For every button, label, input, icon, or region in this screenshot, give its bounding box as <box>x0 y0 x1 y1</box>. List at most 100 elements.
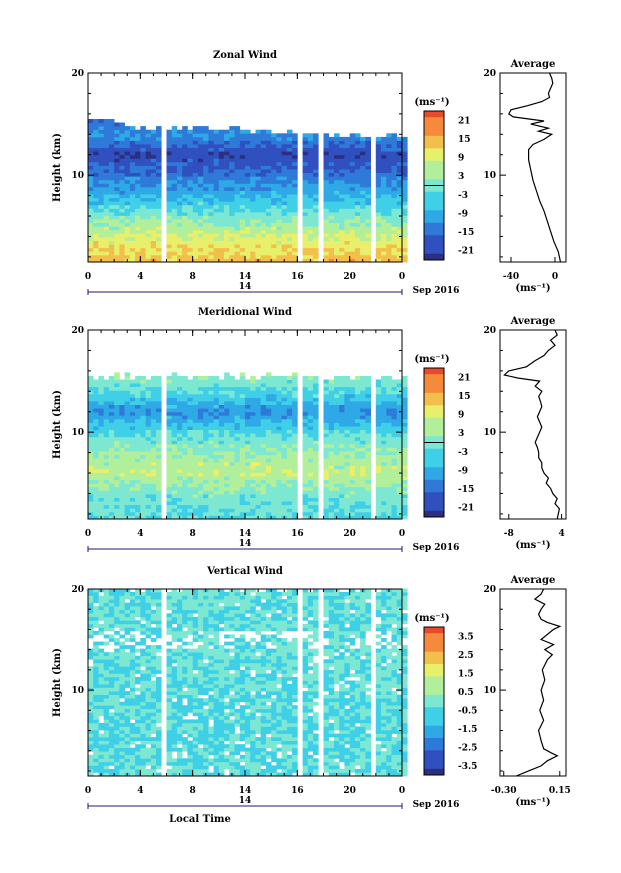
heatmap-cell <box>150 508 157 513</box>
heatmap-cell <box>114 726 120 731</box>
heatmap-cell <box>145 386 152 391</box>
heatmap-cell <box>250 468 256 473</box>
heatmap-cell <box>88 454 94 459</box>
heatmap-cell <box>192 133 199 138</box>
heatmap-cell <box>218 183 225 188</box>
heatmap-cell <box>328 140 335 145</box>
heatmap-cell <box>187 379 193 384</box>
heatmap-cell <box>281 244 288 249</box>
heatmap-cell <box>344 219 350 224</box>
heatmap-cell <box>292 443 298 448</box>
heatmap-cell <box>381 176 387 181</box>
heatmap-cell <box>339 229 345 234</box>
heatmap-cell <box>328 390 335 395</box>
heatmap-cell <box>203 172 209 177</box>
heatmap-cell <box>208 165 214 170</box>
heatmap-cell <box>129 140 136 145</box>
heatmap-cell <box>245 397 251 402</box>
heatmap-cell <box>391 397 398 402</box>
heatmap-cell <box>119 194 125 199</box>
heatmap-cell <box>103 673 110 678</box>
heatmap-cell <box>234 133 241 138</box>
heatmap-cell <box>114 390 120 395</box>
heatmap-cell <box>286 136 293 141</box>
heatmap-cell <box>187 472 193 477</box>
heatmap-cell <box>213 190 220 195</box>
heatmap-cell <box>103 479 110 484</box>
heatmap-cell <box>119 176 125 181</box>
heatmap-cell <box>260 443 267 448</box>
heatmap-cell <box>108 620 115 625</box>
heatmap-cell <box>328 208 335 213</box>
heatmap-cell <box>354 426 361 430</box>
heatmap-cell <box>381 183 387 188</box>
heatmap <box>88 119 408 263</box>
heatmap-cell <box>313 393 319 398</box>
heatmap-cell <box>93 701 99 706</box>
heatmap-cell <box>93 698 99 703</box>
heatmap-cell <box>88 691 94 695</box>
heatmap-cell <box>88 154 94 159</box>
heatmap-cell <box>313 422 319 427</box>
heatmap-cell <box>229 443 235 448</box>
heatmap-cell <box>260 408 267 413</box>
heatmap-cell <box>307 169 314 173</box>
heatmap-cell <box>239 147 246 152</box>
heatmap-cell <box>334 229 340 234</box>
heatmap-cell <box>386 468 392 473</box>
heatmap-cell <box>171 376 178 380</box>
heatmap-cell <box>250 461 256 466</box>
heatmap-cell <box>135 183 141 188</box>
heatmap-cell <box>150 443 157 448</box>
heatmap-cell <box>171 258 178 263</box>
heatmap-cell <box>108 190 115 195</box>
heatmap-cell <box>250 393 256 398</box>
heatmap-cell <box>103 772 110 777</box>
heatmap-cell <box>197 183 204 188</box>
heatmap-cell <box>349 465 356 470</box>
heatmap-cell <box>224 129 230 134</box>
heatmap-cell <box>339 204 345 209</box>
heatmap-cell <box>286 176 293 181</box>
heatmap-cell <box>182 158 188 163</box>
heatmap-cell <box>197 251 204 256</box>
heatmap-cell <box>328 383 335 388</box>
colorbar-swatch <box>424 399 444 406</box>
heatmap-cell <box>255 440 262 445</box>
heatmap-cell <box>124 169 131 173</box>
heatmap-cell <box>129 204 136 209</box>
heatmap-cell <box>234 501 241 506</box>
heatmap-cell <box>229 208 235 213</box>
heatmap-cell <box>171 479 178 484</box>
heatmap-cell <box>182 197 188 202</box>
heatmap-cell <box>245 486 251 491</box>
heatmap-cell <box>234 172 241 177</box>
heatmap-cell <box>323 465 330 470</box>
heatmap-cell <box>281 494 288 498</box>
heatmap-cell <box>402 390 408 395</box>
heatmap-cell <box>328 176 335 181</box>
heatmap-cell <box>135 258 141 263</box>
heatmap-cell <box>145 433 152 438</box>
heatmap-cell <box>98 705 105 710</box>
heatmap-cell <box>213 379 220 384</box>
heatmap-cell <box>124 229 131 234</box>
heatmap-cell <box>171 179 178 184</box>
heatmap-cell <box>171 161 178 166</box>
heatmap-cell <box>224 422 230 427</box>
heatmap-cell <box>281 479 288 484</box>
heatmap-cell <box>344 504 350 509</box>
heatmap-cell <box>103 691 110 695</box>
heatmap-cell <box>354 251 361 256</box>
heatmap-cell <box>323 140 330 145</box>
heatmap-cell <box>129 129 136 134</box>
heatmap-cell <box>103 240 110 245</box>
heatmap-cell <box>208 397 214 402</box>
heatmap-cell <box>156 397 162 402</box>
heatmap-cell <box>177 183 183 188</box>
heatmap-cell <box>391 468 398 473</box>
heatmap-cell <box>218 486 225 491</box>
heatmap-cell <box>334 376 340 380</box>
colorbar-swatch <box>424 222 444 230</box>
heatmap-cell <box>239 233 246 238</box>
